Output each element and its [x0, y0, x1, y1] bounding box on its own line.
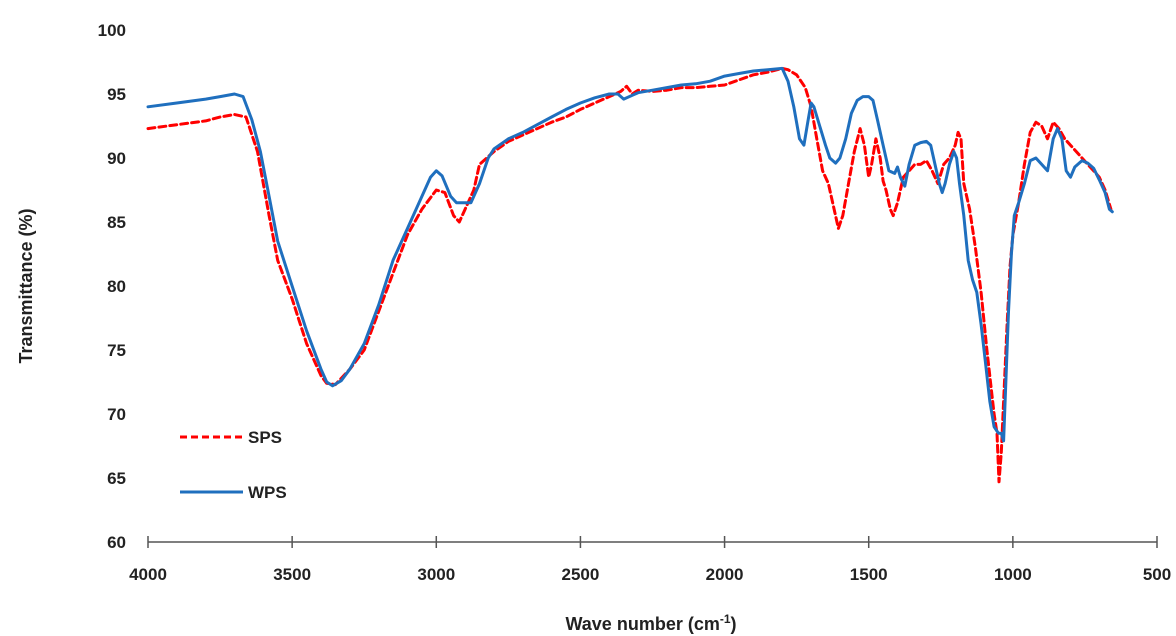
x-tick-label: 2500 [562, 565, 600, 584]
x-tick-label: 3000 [417, 565, 455, 584]
y-axis-title: Transmittance (%) [16, 208, 36, 363]
x-tick-label: 3500 [273, 565, 311, 584]
y-tick-label: 60 [107, 533, 126, 552]
series-group [146, 66, 1114, 484]
x-tick-label: 500 [1143, 565, 1171, 584]
y-tick-label: 95 [107, 85, 126, 104]
y-tick-label: 65 [107, 469, 126, 488]
y-tick-label: 75 [107, 341, 126, 360]
x-axis-title: Wave number (cm-1) [565, 612, 736, 634]
y-tick-label: 70 [107, 405, 126, 424]
x-tick-label: 1500 [850, 565, 888, 584]
series-line-wps [146, 66, 1114, 443]
x-tick-label: 1000 [994, 565, 1032, 584]
y-tick-label: 80 [107, 277, 126, 296]
x-axis-ticks: 4000 3500 3000 2500 2000 1500 1000 500 [129, 536, 1171, 584]
y-tick-label: 100 [98, 21, 126, 40]
y-tick-label: 85 [107, 213, 126, 232]
x-tick-label: 4000 [129, 565, 167, 584]
y-tick-label: 90 [107, 149, 126, 168]
x-axis-title-superscript: -1 [720, 612, 731, 626]
x-tick-label: 2000 [706, 565, 744, 584]
x-axis-title-end: ) [731, 614, 737, 634]
legend: SPS WPS [180, 428, 287, 502]
legend-label-wps: WPS [248, 483, 287, 502]
series-line-sps [146, 66, 1113, 484]
x-axis-title-main: Wave number (cm [565, 614, 719, 634]
legend-label-sps: SPS [248, 428, 282, 447]
y-axis-ticks: 60 65 70 75 80 85 90 95 100 [98, 21, 126, 552]
